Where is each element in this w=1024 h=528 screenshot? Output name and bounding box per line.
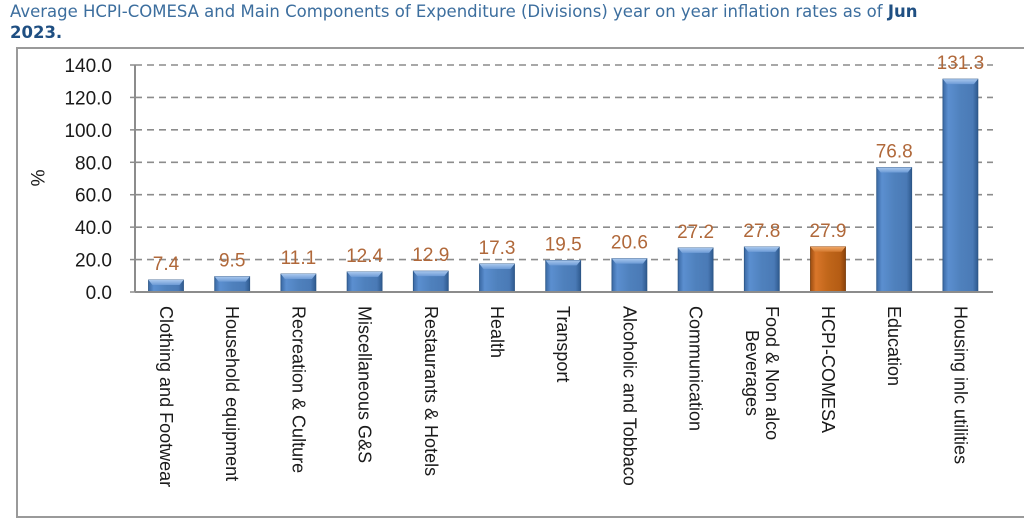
bar-body	[810, 246, 846, 293]
data-label: 27.2	[677, 222, 714, 243]
category-label-line: Health	[487, 306, 507, 358]
data-label: 27.9	[810, 221, 847, 242]
bar	[876, 167, 913, 293]
category-label: Clothing and Footwear	[156, 306, 176, 487]
bar-body	[677, 247, 714, 293]
bar-bevel	[214, 276, 250, 282]
y-tick-label: 60.0	[75, 186, 112, 207]
category-label-line: Communication	[686, 306, 706, 431]
category-label-line: Transport	[553, 306, 573, 382]
bar-bevel	[479, 263, 515, 269]
bar-bevel	[148, 280, 184, 286]
category-label-line: Food & Non alco	[762, 306, 782, 440]
category-label: Alcoholic and Tobbaco	[619, 306, 639, 486]
category-label: Communication	[686, 306, 706, 431]
bar	[214, 276, 251, 293]
bar-bevel	[744, 246, 780, 252]
bar	[942, 78, 979, 293]
bar	[545, 259, 582, 293]
y-tick-label: 100.0	[64, 121, 112, 142]
category-label: Housing inlc utilities	[950, 306, 970, 464]
data-label: 20.6	[611, 233, 648, 254]
y-axis-ticks: 0.0 20.0 40.0 60.0 80.0 100.0 120.0 140.0	[64, 56, 135, 304]
category-label-line: Recreation & Culture	[288, 306, 308, 473]
data-label: 17.3	[479, 238, 516, 259]
axes	[134, 65, 993, 293]
bar-bevel	[347, 271, 383, 277]
bar-bevel	[280, 274, 316, 280]
bar-body	[545, 259, 582, 293]
chart-frame	[16, 47, 1024, 518]
bar-body	[743, 246, 780, 293]
data-label: 11.1	[281, 248, 317, 269]
category-label: Recreation & Culture	[288, 306, 308, 473]
category-label-line: Clothing and Footwear	[156, 306, 176, 487]
title-month: Jun	[887, 2, 918, 21]
bar-bevel	[810, 246, 846, 252]
bar-bevel	[942, 79, 978, 85]
data-labels: 7.4 9.5 11.1 12.4 12.9 17.3 19.5 20.6 27.2 27.8 27…	[153, 53, 984, 275]
y-axis-label: %	[26, 170, 47, 187]
category-label: Education	[884, 306, 904, 386]
y-tick-label: 0.0	[86, 283, 112, 304]
bar-body	[876, 167, 913, 293]
y-tick-label: 80.0	[75, 153, 112, 174]
category-label: HCPI-COMESA	[818, 306, 838, 433]
data-label: 27.8	[743, 221, 780, 242]
category-label: Food & Non alcoBeverages	[742, 306, 782, 440]
bar-bevel	[413, 271, 449, 277]
category-label-line: Education	[884, 306, 904, 386]
category-label: Household equipment	[222, 306, 242, 481]
bar-bevel	[611, 258, 647, 264]
bar-bevel	[545, 260, 581, 266]
data-label: 19.5	[545, 234, 582, 255]
category-label-line: Housing inlc utilities	[950, 306, 970, 464]
gridlines	[135, 64, 993, 261]
bar	[412, 270, 449, 293]
y-tick-label: 120.0	[64, 88, 112, 109]
title-line1: Average HCPI-COMESA and Main Components …	[10, 2, 888, 21]
data-label: 12.4	[346, 246, 383, 267]
category-label-line: Miscellaneous G&S	[355, 306, 375, 463]
category-label-line: Restaurants & Hotels	[421, 306, 441, 476]
title-year: 2023.	[10, 23, 63, 42]
y-tick-label: 20.0	[75, 251, 112, 272]
data-label: 7.4	[153, 254, 180, 275]
category-labels: Clothing and Footwear Household equipment…	[156, 306, 970, 487]
data-label: 9.5	[219, 251, 245, 272]
y-tick-label: 140.0	[64, 56, 112, 77]
data-label: 131.3	[937, 53, 985, 74]
y-tick-label: 40.0	[75, 218, 112, 239]
bar-highlight	[810, 246, 846, 293]
category-label-line: HCPI-COMESA	[818, 306, 838, 433]
category-label-line: Alcoholic and Tobbaco	[619, 306, 639, 486]
bar	[148, 279, 184, 293]
bar	[743, 246, 780, 293]
bar	[479, 263, 515, 293]
category-label: Transport	[553, 306, 573, 382]
bar-body	[611, 258, 648, 293]
bar	[677, 247, 714, 293]
category-label: Restaurants & Hotels	[421, 306, 441, 476]
bar	[611, 258, 648, 293]
bars	[148, 78, 979, 293]
bar-bevel	[876, 167, 912, 173]
bar-bevel	[678, 247, 714, 253]
data-label: 12.9	[412, 245, 449, 266]
category-label: Health	[487, 306, 507, 358]
category-label-line: Beverages	[742, 330, 762, 416]
bar	[280, 273, 317, 293]
bar-body	[942, 78, 979, 293]
category-label-line: Household equipment	[222, 306, 242, 481]
chart-title: Average HCPI-COMESA and Main Components …	[10, 1, 1024, 43]
category-label: Miscellaneous G&S	[355, 306, 375, 463]
bar	[346, 271, 383, 293]
data-label: 76.8	[876, 141, 913, 162]
